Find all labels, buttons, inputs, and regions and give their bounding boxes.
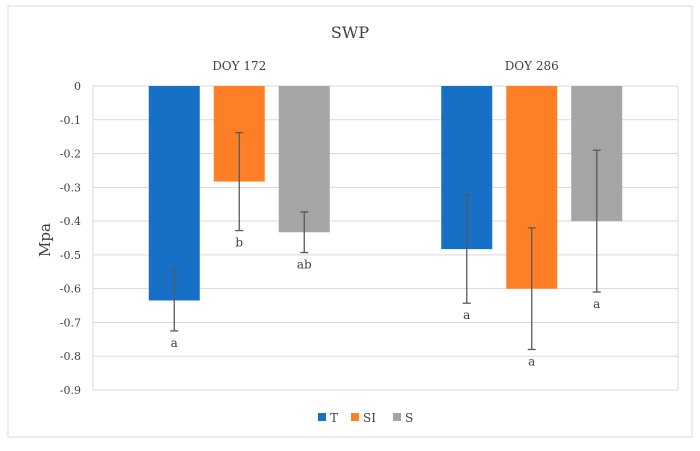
significance-letter: b — [235, 236, 243, 250]
legend-label: SI — [363, 411, 376, 425]
y-tick-label: -0.4 — [60, 215, 81, 228]
y-tick-label: -0.5 — [60, 249, 81, 262]
y-tick-label: -0.9 — [60, 384, 81, 397]
y-tick-label: -0.1 — [60, 114, 81, 127]
significance-letter: a — [463, 308, 470, 322]
category-label: DOY 172 — [212, 59, 266, 73]
significance-letter: ab — [297, 258, 312, 272]
y-tick-label: -0.3 — [60, 181, 81, 194]
y-tick-label: 0 — [74, 80, 81, 93]
significance-letter: a — [528, 354, 535, 368]
significance-letter: a — [171, 336, 178, 350]
bar-t — [148, 86, 200, 301]
legend-swatch-s — [393, 413, 401, 421]
legend-swatch-t — [318, 413, 326, 421]
chart-title: SWP — [331, 23, 369, 42]
bar-s — [278, 86, 330, 233]
legend-label: S — [405, 411, 413, 425]
category-label: DOY 286 — [505, 59, 559, 73]
legend-label: T — [330, 411, 338, 425]
y-axis-label: Mpa — [36, 223, 54, 257]
y-tick-label: -0.2 — [60, 148, 81, 161]
y-tick-label: -0.8 — [60, 350, 81, 363]
y-tick-label: -0.7 — [60, 316, 81, 329]
legend-swatch-si — [351, 413, 359, 421]
significance-letter: a — [593, 297, 600, 311]
y-tick-label: -0.6 — [60, 283, 81, 296]
